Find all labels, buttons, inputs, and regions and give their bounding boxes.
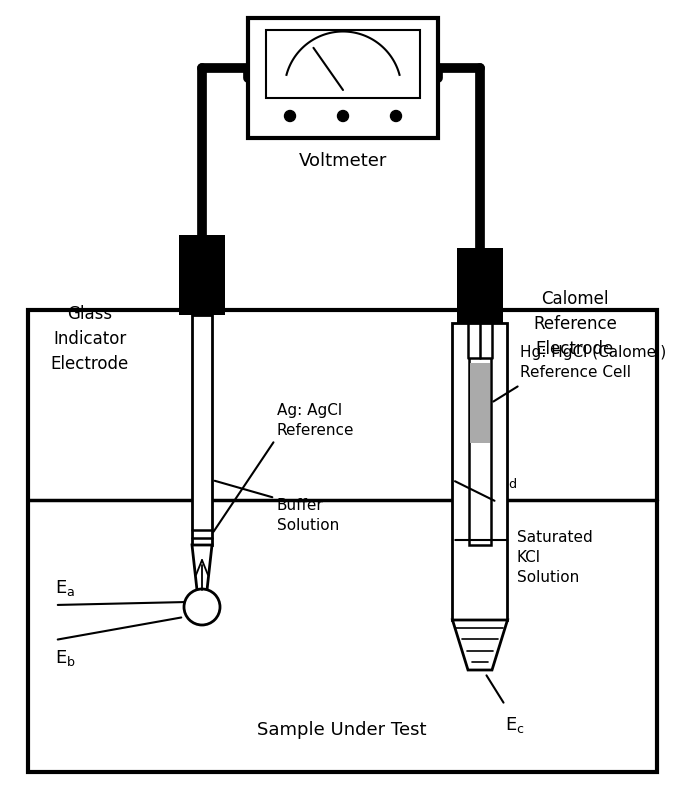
Text: Buffer
Solution: Buffer Solution <box>277 498 339 533</box>
Text: Sample Under Test: Sample Under Test <box>258 721 427 739</box>
Bar <box>469 358 491 545</box>
Bar <box>266 30 420 98</box>
Bar <box>470 363 490 443</box>
Text: Hg: HgCl (Calomel)
Reference Cell: Hg: HgCl (Calomel) Reference Cell <box>520 345 667 380</box>
Text: $\mathregular{E_d}$: $\mathregular{E_d}$ <box>497 470 517 490</box>
Bar <box>179 235 225 315</box>
Text: Ag: AgCl
Reference: Ag: AgCl Reference <box>277 403 355 438</box>
Text: $\mathregular{E_c}$: $\mathregular{E_c}$ <box>505 715 525 735</box>
Text: Glass
Indicator
Electrode: Glass Indicator Electrode <box>51 305 129 373</box>
Bar <box>192 315 212 545</box>
Text: $\mathregular{E_a}$: $\mathregular{E_a}$ <box>55 578 75 598</box>
Text: Calomel
Reference
Electrode: Calomel Reference Electrode <box>533 290 617 358</box>
Circle shape <box>338 111 349 121</box>
Circle shape <box>184 589 220 625</box>
Text: $\mathregular{E_b}$: $\mathregular{E_b}$ <box>55 648 76 668</box>
Polygon shape <box>192 545 212 590</box>
Bar <box>248 18 438 138</box>
Text: Voltmeter: Voltmeter <box>299 152 387 170</box>
Text: Saturated
KCl
Solution: Saturated KCl Solution <box>517 530 593 584</box>
Polygon shape <box>453 620 508 670</box>
Circle shape <box>390 111 401 121</box>
Bar <box>28 310 657 772</box>
Bar <box>453 323 508 620</box>
Bar <box>457 248 503 323</box>
Circle shape <box>284 111 295 121</box>
